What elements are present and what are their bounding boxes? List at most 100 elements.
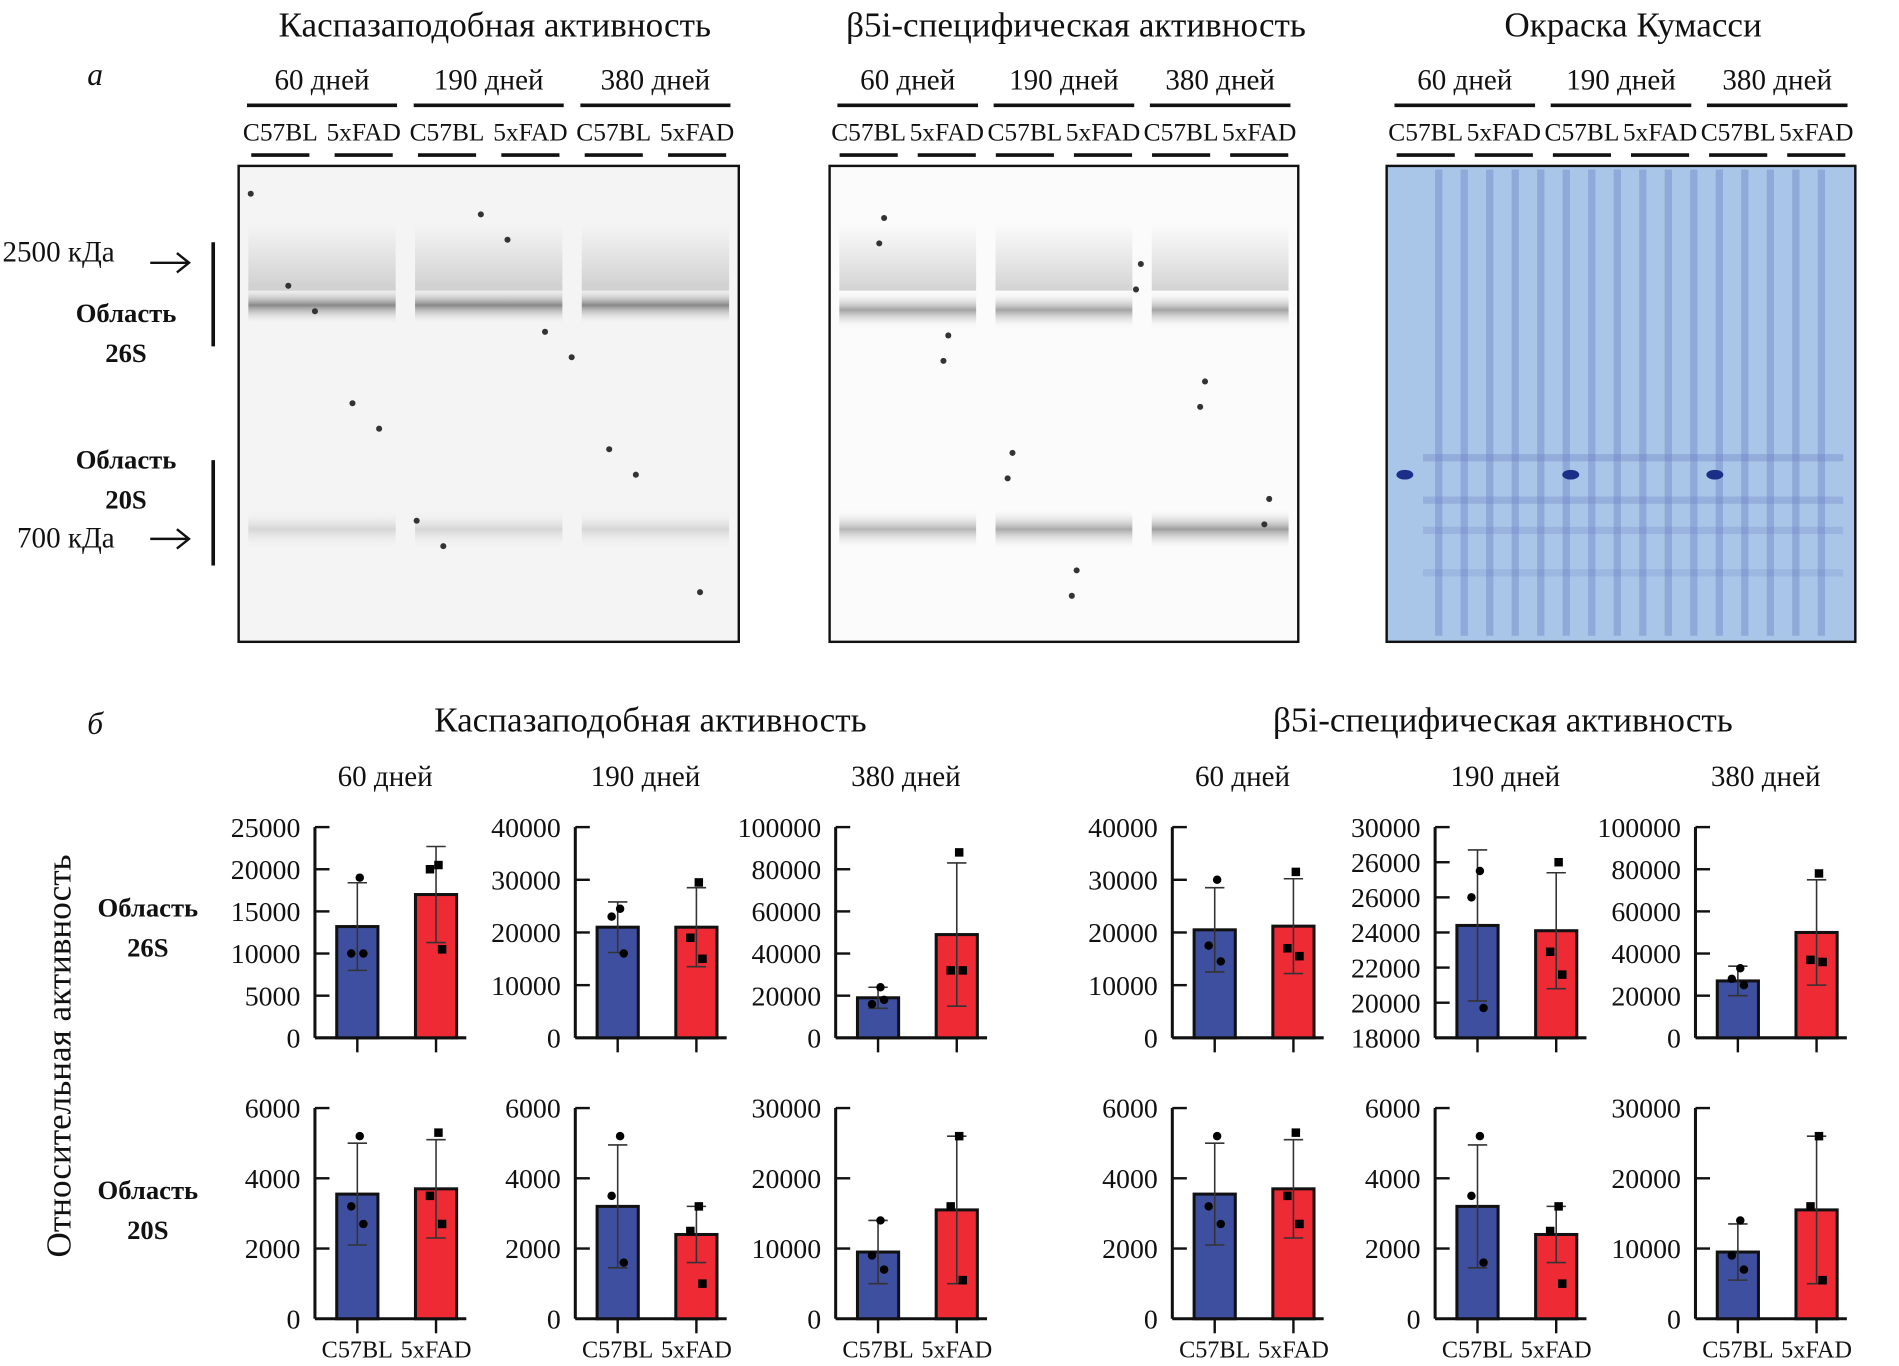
gel-speck (1197, 403, 1204, 410)
data-point (1295, 1219, 1304, 1229)
gel-speck (940, 357, 947, 364)
column-age-label: 380 дней (1711, 761, 1821, 793)
bar-c57bl (335, 1192, 380, 1321)
gel-speck (311, 308, 318, 315)
gel-lane-label: 5xFAD (1467, 117, 1541, 146)
data-point (1475, 1131, 1485, 1141)
data-point (879, 1265, 889, 1274)
gel-speck (247, 190, 254, 197)
bar-c57bl (1192, 928, 1237, 1040)
row-label-20s: Область (98, 1175, 199, 1205)
marker-band (1562, 469, 1580, 480)
data-point (619, 1258, 628, 1267)
data-point (698, 954, 707, 964)
x-tick-label: C57BL (582, 1337, 653, 1364)
x-tick-label: 5xFAD (661, 1337, 732, 1364)
data-point (1295, 951, 1304, 961)
y-tick-label: 20000 (231, 855, 301, 886)
y-tick-label: 20000 (752, 1164, 822, 1195)
data-point (607, 912, 616, 921)
row-label-26s-2: 26S (127, 933, 168, 963)
y-tick-label: 20000 (1351, 988, 1421, 1019)
y-tick-label: 0 (807, 1024, 821, 1055)
gel-speck (1068, 592, 1075, 599)
coomassie-band (1422, 569, 1844, 577)
data-point (1806, 955, 1815, 965)
bar-chart: 0 2000 4000 6000 C57BL 5xFAD (1365, 1094, 1592, 1364)
y-tick-label: 40000 (491, 813, 561, 844)
data-point (1291, 1128, 1301, 1137)
x-tick-label: C57BL (1179, 1337, 1250, 1364)
gel-age-label: 380 дней (1165, 65, 1275, 97)
data-point (946, 1202, 955, 1211)
data-point (694, 878, 704, 887)
data-point (437, 945, 447, 954)
caspase-chart-title: Каспазаподобная активность (434, 700, 866, 739)
gel-lane-label: 5xFAD (493, 117, 567, 146)
y-tick-label: 5000 (245, 981, 301, 1012)
data-point (425, 1191, 435, 1201)
x-tick-label: C57BL (322, 1337, 393, 1364)
y-tick-label: 0 (807, 1304, 821, 1335)
y-tick-label: 24000 (1351, 918, 1421, 949)
coomassie-lane (1613, 169, 1621, 636)
x-tick-label: C57BL (842, 1337, 913, 1364)
y-tick-label: 2000 (245, 1234, 301, 1265)
gel-band-26s (248, 285, 396, 325)
y-tick-label: 20000 (1611, 981, 1681, 1012)
panel-a-letter: а (87, 57, 103, 92)
gel-lane-label: 5xFAD (910, 117, 984, 146)
bar-chart: 18000 20000 22000 24000 26000 26000 30000 (1351, 813, 1587, 1055)
bar-chart: 0 10000 20000 30000 40000 (1088, 813, 1324, 1055)
gel-band-20s (1151, 508, 1289, 550)
y-tick-label: 0 (547, 1304, 561, 1335)
y-tick-label: 6000 (245, 1094, 301, 1125)
coomassie-lane (1715, 169, 1723, 636)
bar-chart: 0 2000 4000 6000 C57BL 5xFAD (245, 1094, 472, 1364)
y-tick-label: 80000 (752, 855, 822, 886)
column-age-label: 190 дней (591, 761, 701, 793)
gel-speck (376, 425, 383, 432)
marker-700: 700 кДа (17, 522, 115, 554)
coomassie-lane (1741, 169, 1749, 636)
data-point (694, 1202, 704, 1211)
coomassie-lane (1511, 169, 1519, 636)
y-tick-label: 22000 (1351, 953, 1421, 984)
data-point (686, 933, 695, 942)
gel-speck (606, 446, 613, 453)
data-point (1212, 875, 1222, 885)
y-tick-label: 0 (1667, 1024, 1681, 1055)
data-point (437, 1219, 447, 1229)
y-tick-label: 20000 (1611, 1164, 1681, 1195)
data-point (1727, 1251, 1737, 1260)
coomassie-lane (1588, 169, 1596, 636)
y-tick-label: 6000 (1365, 1094, 1421, 1125)
gel-lane-label: C57BL (1388, 117, 1463, 146)
y-tick-label: 6000 (505, 1094, 561, 1125)
gel-age-label: 380 дней (601, 65, 711, 97)
gel-smear (248, 224, 396, 291)
gel-speck (477, 211, 484, 218)
y-tick-label: 26000 (1351, 883, 1421, 914)
data-point (619, 949, 628, 958)
y-tick-label: 4000 (1365, 1164, 1421, 1195)
gel-band-20s (415, 508, 563, 550)
region-20s-label: Область (76, 445, 177, 475)
y-tick-label: 2000 (1102, 1234, 1158, 1265)
gel-lane-label: C57BL (1545, 117, 1620, 146)
y-tick-label: 30000 (1351, 813, 1421, 844)
coomassie-lane (1486, 169, 1494, 636)
arrow-icon (150, 252, 191, 550)
gel-speck (1073, 567, 1080, 574)
data-point (355, 873, 364, 882)
gel-age-label: 60 дней (860, 65, 955, 97)
region-26s-label-2: 26S (105, 338, 146, 368)
b5i-chart-title: β5i-специфическая активность (1273, 700, 1733, 739)
data-point (607, 1191, 616, 1201)
gel-speck (349, 400, 356, 407)
y-tick-label: 0 (1144, 1024, 1158, 1055)
data-point (1818, 1275, 1827, 1285)
coomassie-lane (1817, 169, 1825, 636)
data-point (615, 904, 625, 913)
coomassie-lane (1562, 169, 1570, 636)
